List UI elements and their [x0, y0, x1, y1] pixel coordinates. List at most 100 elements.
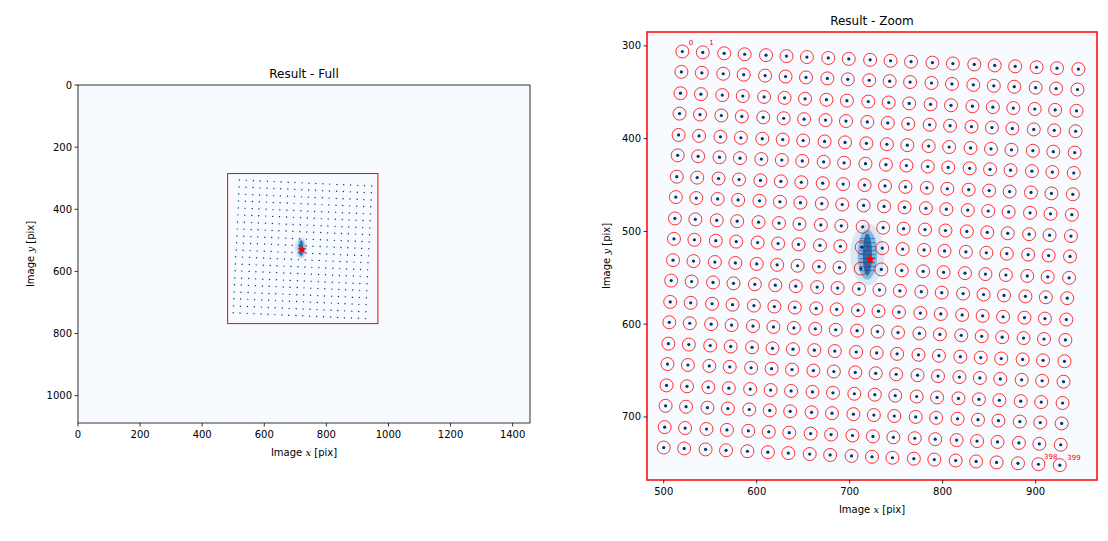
spot [1028, 211, 1031, 214]
spot [237, 214, 238, 215]
y-tick-label: 400 [622, 133, 641, 144]
detection-circle [787, 321, 800, 334]
spot [370, 206, 371, 207]
spot [318, 274, 319, 275]
spot [297, 273, 298, 274]
spot [245, 194, 246, 195]
spot [1075, 109, 1078, 112]
spot [751, 324, 754, 327]
detection-circle [727, 277, 740, 290]
detection-circle [839, 136, 852, 149]
spot [1004, 273, 1007, 276]
annotation: 1 [709, 39, 713, 47]
spot [273, 195, 274, 196]
x-tick [140, 423, 141, 427]
detection-circle [722, 382, 735, 395]
spot [277, 258, 278, 259]
detection-circle [1056, 397, 1069, 410]
detection-circle [803, 448, 816, 461]
detection-circle [892, 326, 905, 339]
detection-circle [979, 268, 992, 281]
spot [959, 355, 962, 358]
spot [361, 241, 362, 242]
detection-circle [971, 435, 984, 448]
detection-circle [831, 282, 844, 295]
detection-circle [766, 342, 779, 355]
detection-circle [685, 275, 698, 288]
spot [1007, 210, 1010, 213]
detection-circle [808, 344, 821, 357]
spot [886, 121, 889, 124]
detection-circle [751, 236, 764, 249]
spot [669, 300, 672, 303]
spot [776, 242, 779, 245]
detection-circle [773, 217, 786, 230]
spot [924, 207, 927, 210]
y-tick-label: 600 [622, 319, 641, 330]
spot [367, 269, 368, 270]
spot [800, 181, 803, 184]
spot [265, 209, 266, 210]
detection-circle [867, 409, 880, 422]
detection-circle [817, 155, 830, 168]
spot [729, 345, 732, 348]
detection-circle [945, 77, 958, 90]
detection-circle [1025, 165, 1038, 178]
detection-circle [974, 351, 987, 364]
spot [1055, 67, 1058, 70]
spot [326, 253, 327, 254]
spot [984, 272, 987, 275]
spot [1060, 422, 1063, 425]
spot [954, 459, 957, 462]
detection-circle [746, 341, 759, 354]
detection-circle [922, 140, 935, 153]
spot [753, 283, 756, 286]
spot [264, 251, 265, 252]
spot [690, 280, 693, 283]
spot [319, 246, 320, 247]
spot [793, 306, 796, 309]
spot [887, 101, 890, 104]
spot [1010, 148, 1013, 151]
detection-circle [1017, 332, 1030, 345]
spot [309, 309, 310, 310]
spot [274, 314, 275, 315]
spot [747, 429, 750, 432]
detection-circle [829, 323, 842, 336]
detection-circle [923, 118, 936, 131]
spot [785, 55, 788, 58]
spot [937, 354, 940, 357]
x-tick [78, 423, 79, 427]
spot [345, 289, 346, 290]
spot [304, 266, 305, 267]
detection-circle [1064, 250, 1077, 263]
spot [363, 206, 364, 207]
detection-circle [752, 216, 765, 229]
spot [330, 310, 331, 311]
spot [668, 321, 671, 324]
detection-circle [1006, 122, 1019, 135]
detection-circle [1069, 125, 1082, 138]
detection-circle [944, 119, 957, 132]
spot [245, 187, 246, 188]
spot [254, 292, 255, 293]
detection-circle [763, 404, 776, 417]
spot [267, 181, 268, 182]
detection-circle [945, 99, 958, 112]
detection-circle [971, 413, 984, 426]
detection-circle [1014, 395, 1027, 408]
detection-circle [813, 260, 826, 273]
spot [868, 79, 871, 82]
detection-circle [846, 429, 859, 442]
spot [882, 226, 885, 229]
spot [265, 215, 266, 216]
detection-circle [920, 181, 933, 194]
spot [895, 373, 898, 376]
spot [243, 242, 244, 243]
y-tick [644, 138, 648, 139]
spot [270, 251, 271, 252]
detection-circle [960, 225, 973, 238]
spot [266, 201, 267, 202]
spot [344, 310, 345, 311]
detection-circle [841, 73, 854, 86]
